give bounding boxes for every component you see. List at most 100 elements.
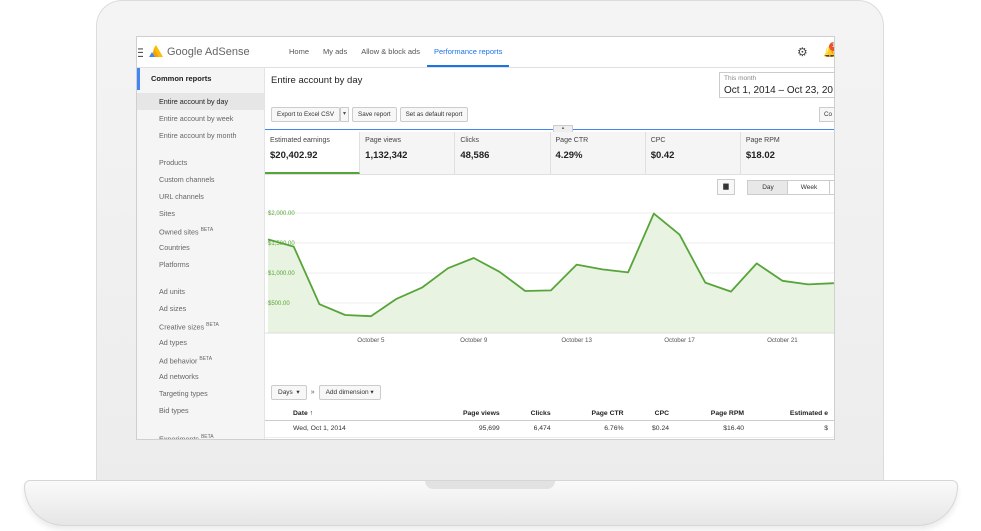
column-header-page-rpm[interactable]: Page RPM bbox=[677, 406, 753, 421]
column-header-clicks[interactable]: Clicks bbox=[507, 406, 559, 421]
metric-tab[interactable]: CPC $0.42 bbox=[645, 132, 741, 174]
metric-value: $20,402.92 bbox=[270, 150, 318, 161]
sidebar-item[interactable]: Custom channels bbox=[137, 171, 264, 188]
sidebar-item[interactable]: Platforms bbox=[137, 256, 264, 273]
sidebar-item[interactable]: Entire account by month bbox=[137, 127, 264, 144]
table-cell: $0.34 bbox=[631, 437, 678, 439]
sidebar-item-label: Bid types bbox=[159, 406, 189, 415]
table-header-row: Date ↑ Page views Clicks Page CTR CPC Pa… bbox=[265, 406, 834, 421]
screen: ☰ Google AdSense Home My ads Allow & blo… bbox=[136, 36, 835, 440]
save-report-button[interactable]: Save report bbox=[352, 107, 397, 122]
sidebar-item[interactable]: Ad units bbox=[137, 283, 264, 300]
sidebar-group: Entire account by day Entire account by w… bbox=[137, 90, 264, 144]
sidebar-group: Ad units Ad sizes Creative sizes BETA Ad typ… bbox=[137, 280, 264, 419]
table-cell: 6.76% bbox=[558, 420, 632, 438]
sidebar-item[interactable]: Ad networks bbox=[137, 368, 264, 385]
table-cell: $ bbox=[752, 420, 834, 438]
nav-home[interactable]: Home bbox=[289, 47, 310, 56]
date-range-picker[interactable]: This month Oct 1, 2014 – Oct 23, 20 bbox=[719, 72, 834, 98]
column-header-page-ctr[interactable]: Page CTR bbox=[558, 406, 632, 421]
sidebar-item-label: Sites bbox=[159, 209, 175, 218]
nav-performance-reports[interactable]: Performance reports bbox=[426, 37, 510, 67]
table-cell: Wed, Oct 1, 2014 bbox=[265, 420, 427, 438]
sidebar-item-label: Entire account by week bbox=[159, 114, 234, 123]
earnings-line bbox=[267, 212, 834, 318]
sidebar-item-label: Experiments bbox=[159, 434, 199, 440]
set-default-report-button[interactable]: Set as default report bbox=[399, 107, 469, 122]
column-header-estimated-earnings[interactable]: Estimated e bbox=[752, 406, 834, 421]
sidebar: Common reports Entire account by day Enti… bbox=[137, 68, 265, 440]
toggle-day[interactable]: Day bbox=[747, 180, 789, 195]
beta-badge: BETA bbox=[200, 434, 214, 440]
column-header-cpc[interactable]: CPC bbox=[631, 406, 678, 421]
metric-tab[interactable]: Clicks 48,586 bbox=[455, 132, 551, 174]
sort-asc-icon: ↑ bbox=[309, 409, 314, 417]
x-tick-label: October 5 bbox=[357, 337, 385, 344]
column-header-page-views[interactable]: Page views bbox=[426, 406, 508, 421]
toggle-more[interactable] bbox=[829, 180, 834, 195]
sidebar-spacer bbox=[137, 273, 264, 280]
earnings-chart: $2,000.00 $1,500.00 $1,000.00 $500.00 Octobe… bbox=[265, 211, 834, 344]
sidebar-item[interactable]: Creative sizes BETA bbox=[137, 317, 264, 334]
main-nav: Home My ads Allow & block ads Performanc… bbox=[282, 37, 510, 67]
table-cell: $18.39 bbox=[677, 437, 753, 439]
nav-my-ads[interactable]: My ads bbox=[323, 47, 348, 56]
metric-tab[interactable]: Estimated earnings $20,402.92 bbox=[265, 132, 361, 174]
sidebar-item-label: Ad networks bbox=[159, 372, 199, 381]
export-dropdown-icon[interactable]: ▾ bbox=[340, 107, 350, 122]
earnings-area bbox=[268, 213, 834, 333]
metric-value: 1,132,342 bbox=[365, 150, 408, 161]
sidebar-item[interactable]: Experiments BETA bbox=[137, 429, 264, 440]
days-label: Days bbox=[278, 388, 293, 396]
metric-value: $18.02 bbox=[745, 150, 775, 161]
sidebar-item[interactable]: Ad sizes bbox=[137, 300, 264, 317]
bell-icon[interactable]: 🔔 bbox=[823, 45, 834, 58]
x-tick-label: October 9 bbox=[460, 337, 488, 344]
sidebar-item-label: Entire account by day bbox=[159, 97, 229, 106]
metric-value: $0.42 bbox=[650, 150, 675, 161]
y-tick-label: $1,500.00 bbox=[268, 241, 295, 247]
column-header-date[interactable]: Date ↑ bbox=[265, 406, 427, 421]
days-dropdown[interactable]: Days ▾ bbox=[271, 384, 307, 400]
menu-icon[interactable]: ☰ bbox=[137, 46, 143, 60]
nav-allow-block-ads[interactable]: Allow & block ads bbox=[361, 47, 420, 56]
sidebar-group: Products Custom channels URL channels Sites… bbox=[137, 151, 264, 273]
sidebar-item[interactable]: Targeting types bbox=[137, 385, 264, 402]
sidebar-item-label: Ad sizes bbox=[159, 304, 187, 313]
sidebar-item[interactable]: URL channels bbox=[137, 188, 264, 205]
sidebar-item[interactable]: Ad behavior BETA bbox=[137, 351, 264, 368]
partial-right-button[interactable]: Co bbox=[819, 107, 834, 122]
toggle-week[interactable]: Week bbox=[787, 180, 831, 195]
date-range-value: Oct 1, 2014 – Oct 23, 20 bbox=[724, 85, 833, 96]
sidebar-item[interactable]: Owned sites BETA bbox=[137, 222, 264, 239]
add-dimension-dropdown[interactable]: Add dimension ▾ bbox=[318, 384, 381, 400]
sidebar-item[interactable]: Entire account by day bbox=[137, 93, 264, 110]
sidebar-item-label: Products bbox=[159, 158, 188, 167]
x-tick-label: October 17 bbox=[664, 337, 695, 344]
y-tick-label: $500.00 bbox=[268, 301, 290, 307]
table-cell: 6,474 bbox=[507, 420, 559, 438]
sidebar-item[interactable]: Ad types bbox=[137, 334, 264, 351]
table-row: Wed, Oct 1, 2014 95,699 6,474 6.76% $0.24 $16… bbox=[265, 420, 834, 438]
metric-tab[interactable]: Page CTR 4.29% bbox=[550, 132, 646, 174]
top-bar: ☰ Google AdSense Home My ads Allow & blo… bbox=[137, 37, 834, 68]
sidebar-item-label: Platforms bbox=[159, 260, 190, 269]
sidebar-item[interactable]: Entire account by week bbox=[137, 110, 264, 127]
metric-tab[interactable]: Page RPM $18.02 bbox=[740, 132, 834, 174]
metric-tabs: Estimated earnings $20,402.92 Page views 1,… bbox=[265, 132, 834, 175]
x-tick-label: October 21 bbox=[767, 337, 798, 344]
sidebar-item[interactable]: Countries bbox=[137, 239, 264, 256]
report-main: Entire account by day This month Oct 1, … bbox=[265, 68, 834, 439]
notification-badge: 1 bbox=[829, 42, 834, 51]
sidebar-item[interactable]: Bid types bbox=[137, 402, 264, 419]
table-cell: 76,162 bbox=[426, 437, 508, 439]
sidebar-item-label: Entire account by month bbox=[159, 131, 237, 140]
beta-badge: BETA bbox=[199, 356, 213, 362]
metric-tab[interactable]: Page views 1,132,342 bbox=[360, 132, 456, 174]
sidebar-item[interactable]: Products bbox=[137, 154, 264, 171]
sidebar-item[interactable]: Sites bbox=[137, 205, 264, 222]
export-csv-button[interactable]: Export to Excel CSV bbox=[271, 107, 341, 122]
chart-comment-icon[interactable]: ▆ bbox=[717, 179, 735, 195]
metric-label: Page views bbox=[365, 137, 401, 144]
gear-icon[interactable]: ⚙ bbox=[797, 45, 808, 59]
